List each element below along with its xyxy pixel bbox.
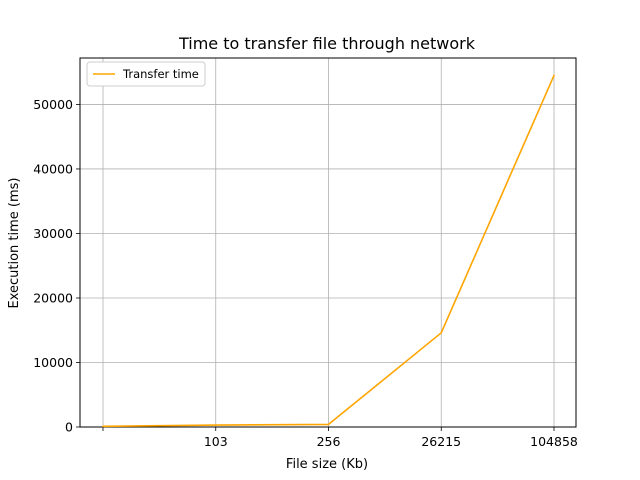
plot-area (79, 57, 577, 428)
data-point (214, 424, 217, 426)
legend-box (86, 61, 206, 87)
data-point (327, 423, 330, 426)
y-tick-label: 20000 (33, 290, 73, 305)
x-axis-label: File size (Kb) (286, 457, 368, 472)
legend-label: Transfer time (122, 67, 199, 81)
x-tick-label: 104858 (530, 434, 578, 449)
x-tick-label: 103 (204, 434, 228, 449)
y-tick-label: 40000 (33, 161, 73, 176)
y-tick-label: 30000 (33, 226, 73, 241)
x-tick-label: 26215 (421, 434, 461, 449)
data-point (553, 74, 555, 77)
y-tick-label: 50000 (33, 97, 73, 112)
legend: Transfer time (86, 61, 206, 87)
y-axis-label: Execution time (ms) (7, 177, 22, 308)
y-tick-label: 10000 (33, 355, 73, 370)
chart-title: Time to transfer file through network (178, 34, 476, 53)
grid-lines (80, 58, 576, 428)
series-group (102, 74, 555, 428)
data-point (102, 425, 104, 428)
y-tick-label: 0 (65, 420, 73, 435)
y-axis-ticks: 0 10000 20000 30000 40000 50000 (33, 97, 80, 435)
x-tick-label: 256 (317, 434, 341, 449)
x-axis-ticks: 103 256 26215 104858 (102, 427, 578, 449)
data-point (440, 332, 443, 334)
